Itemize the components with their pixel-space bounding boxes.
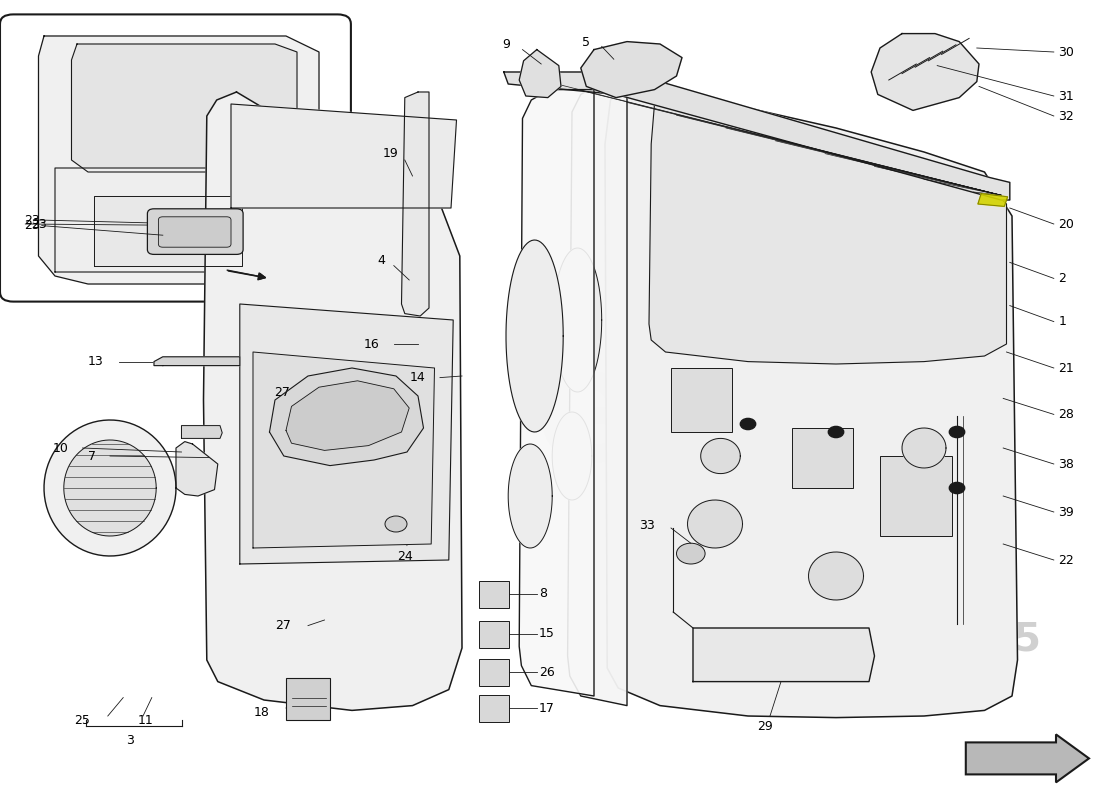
Bar [286,678,330,720]
Text: 33: 33 [639,519,654,532]
Polygon shape [902,428,946,468]
Text: 10: 10 [53,442,68,454]
Polygon shape [649,92,1006,364]
Text: 7: 7 [88,450,96,462]
Polygon shape [182,426,222,438]
Text: 28: 28 [1058,408,1074,421]
Polygon shape [154,357,240,366]
Bar [478,581,509,608]
Polygon shape [966,734,1089,782]
Text: 1: 1 [1058,315,1066,328]
Circle shape [676,543,705,564]
Text: 9: 9 [503,38,510,51]
Polygon shape [568,84,627,706]
Bar [478,695,509,722]
Text: 32: 32 [1058,110,1074,122]
Polygon shape [701,438,740,474]
Circle shape [828,426,844,438]
Circle shape [385,516,407,532]
Text: 17: 17 [539,702,554,714]
Polygon shape [55,168,302,272]
Polygon shape [176,442,218,496]
Polygon shape [693,628,874,682]
Text: 15: 15 [539,627,554,640]
Text: 38: 38 [1058,458,1074,470]
Polygon shape [240,304,453,564]
Text: 27: 27 [276,619,292,632]
Text: 11: 11 [138,714,153,726]
Text: 18: 18 [254,706,270,718]
Text: 25: 25 [75,714,90,726]
Polygon shape [204,92,462,710]
Bar [478,659,509,686]
Text: 30: 30 [1058,46,1074,58]
Text: 23: 23 [24,214,40,226]
Bar [792,428,852,488]
Text: epc: epc [535,338,851,494]
Bar [478,621,509,648]
Polygon shape [519,50,561,98]
Text: 27: 27 [275,386,290,398]
Text: 8: 8 [539,587,547,600]
Polygon shape [519,90,594,696]
Polygon shape [94,196,242,266]
Text: 6: 6 [305,403,312,416]
Text: 24: 24 [397,550,412,562]
Text: 20: 20 [1058,218,1074,230]
Polygon shape [44,420,176,556]
Circle shape [949,482,965,494]
Text: 23: 23 [31,218,46,230]
Text: 5: 5 [582,36,590,49]
Text: 2: 2 [1058,272,1066,285]
Polygon shape [605,80,1018,718]
Text: 085: 085 [960,621,1042,659]
Polygon shape [504,72,1010,200]
Polygon shape [506,240,563,432]
Text: 29: 29 [757,720,772,733]
Text: 23: 23 [24,219,40,232]
Polygon shape [270,368,424,466]
Polygon shape [508,444,552,548]
Text: 3: 3 [125,734,134,746]
Polygon shape [402,92,429,316]
Text: 16: 16 [364,338,380,350]
Polygon shape [553,248,602,392]
Text: 13: 13 [88,355,103,368]
Polygon shape [231,104,456,208]
Polygon shape [39,36,319,284]
Polygon shape [286,381,409,450]
FancyBboxPatch shape [147,209,243,254]
Polygon shape [253,352,434,548]
Text: 21: 21 [1058,362,1074,374]
Circle shape [740,418,756,430]
Polygon shape [72,44,297,172]
Text: a passion for parts: a passion for parts [715,535,869,553]
Text: 26: 26 [539,666,554,678]
Text: 39: 39 [1058,506,1074,518]
Polygon shape [871,34,979,110]
Bar [671,368,732,432]
Polygon shape [64,440,156,536]
Polygon shape [552,412,592,500]
Bar [880,456,952,536]
FancyBboxPatch shape [0,14,351,302]
Text: 22: 22 [1058,554,1074,566]
Polygon shape [688,500,742,548]
FancyBboxPatch shape [158,217,231,247]
Text: 31: 31 [1058,90,1074,102]
Polygon shape [808,552,864,600]
Circle shape [949,426,965,438]
Text: 19: 19 [383,147,398,160]
Text: 14: 14 [410,371,426,384]
Text: 4: 4 [377,254,385,266]
Polygon shape [978,194,1008,206]
Polygon shape [581,42,682,98]
